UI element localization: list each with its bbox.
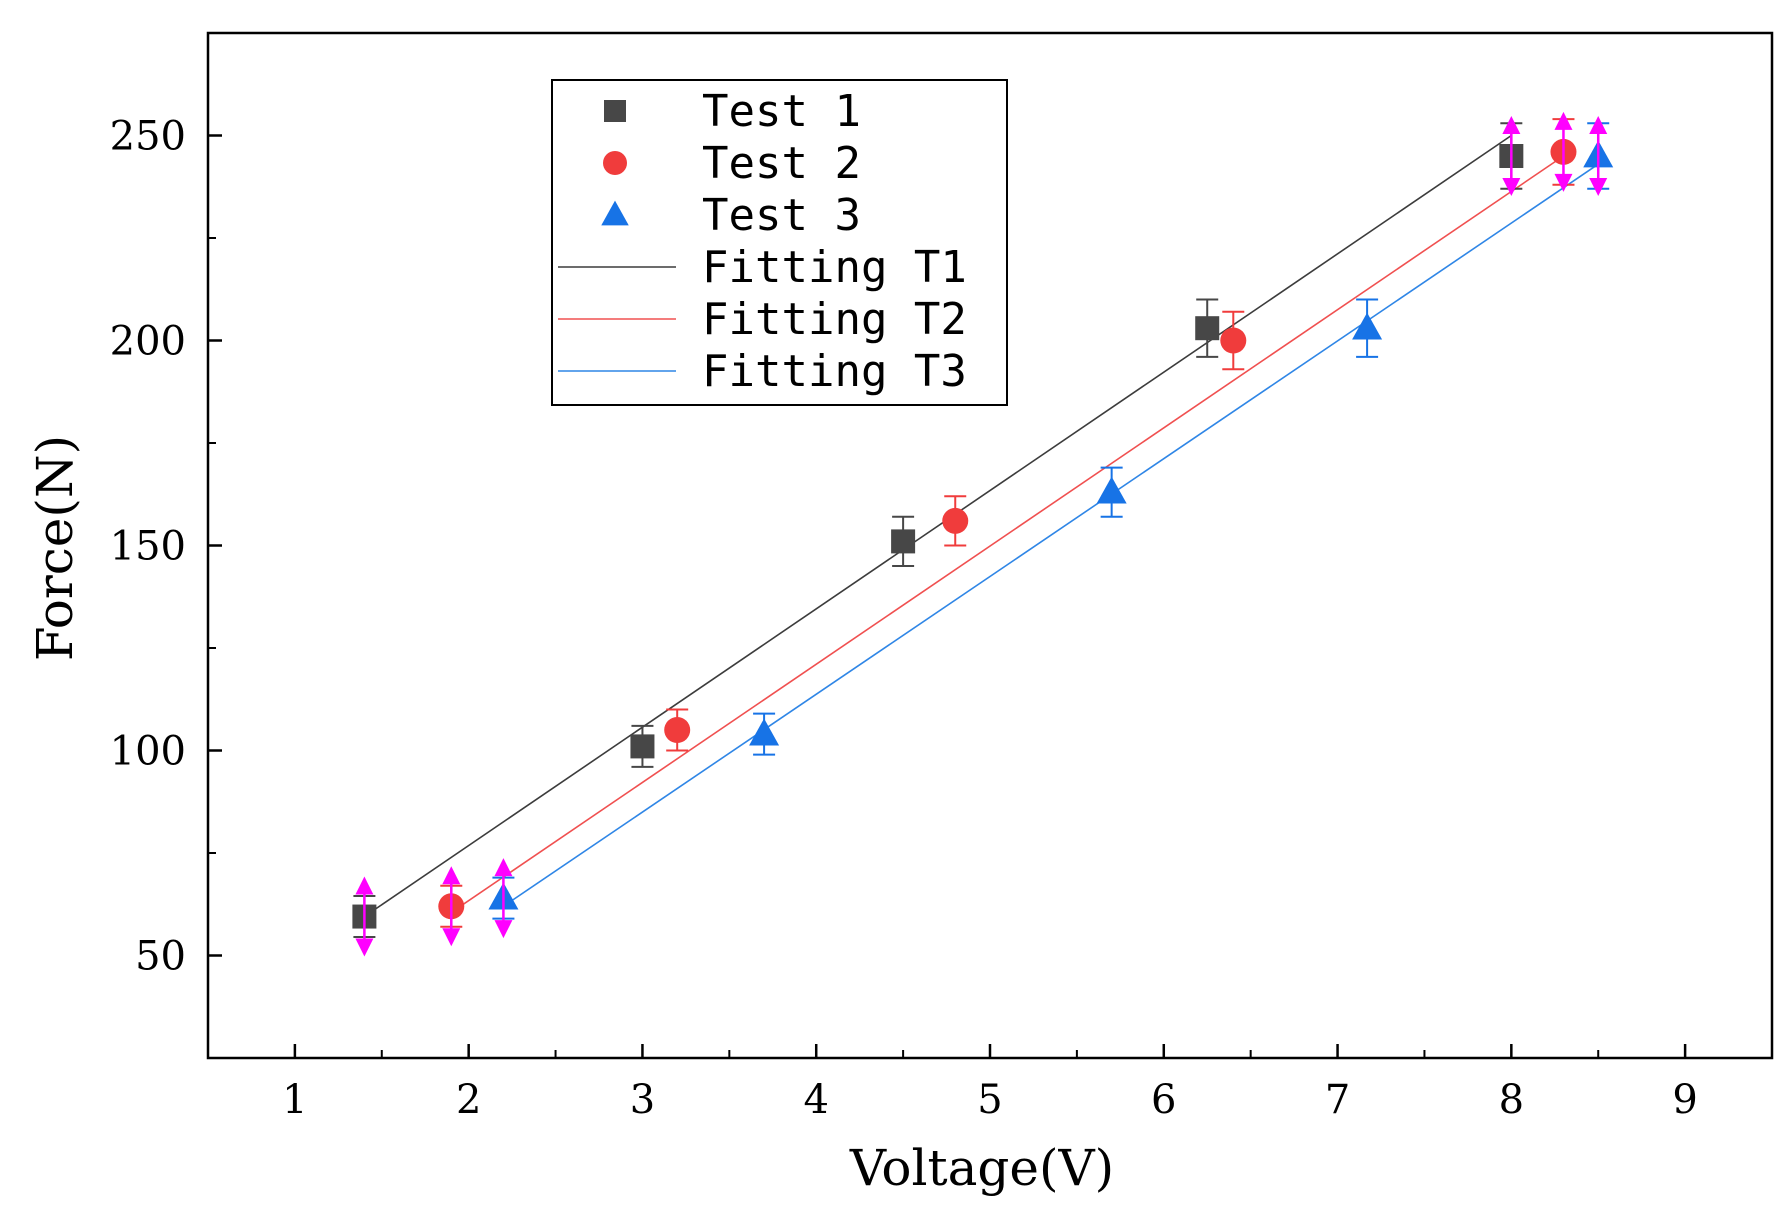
legend-label-test2: Test 2 [702, 138, 861, 189]
fit-line-t2 [450, 155, 1564, 914]
arrow-marker [1554, 111, 1573, 192]
arrow-marker [1589, 116, 1608, 196]
arrow-head-down [1502, 178, 1521, 196]
legend-symbol-test3 [601, 200, 629, 226]
x-tick-label: 2 [456, 1077, 481, 1123]
point-test3-2 [1096, 476, 1127, 504]
legend-label-test1: Test 1 [702, 86, 861, 137]
legend-label-fit-t2: Fitting T2 [702, 294, 967, 345]
point-test1-1 [630, 734, 655, 759]
y-tick-label: 50 [135, 934, 186, 980]
legend-box [551, 79, 1008, 406]
arrow-head-down [442, 928, 461, 947]
legend-label-fit-t1: Fitting T1 [702, 242, 967, 293]
arrow-head-up [1502, 116, 1521, 134]
x-tick-label: 4 [803, 1077, 828, 1123]
y-tick-label: 250 [110, 114, 186, 160]
x-tick-label: 9 [1672, 1077, 1697, 1123]
fit-line-t3 [502, 163, 1599, 907]
arrow-marker [442, 866, 461, 947]
arrow-head-up [442, 866, 461, 885]
legend-label-fit-t3: Fitting T3 [702, 346, 967, 397]
x-tick-label: 6 [1151, 1077, 1176, 1123]
x-tick-label: 1 [282, 1077, 307, 1123]
legend-symbol-test2 [603, 151, 627, 175]
fit-lines [363, 134, 1599, 918]
arrow-head-up [1589, 116, 1608, 134]
point-test3-1 [749, 718, 780, 746]
arrow-markers [355, 111, 1608, 957]
axes: 1 2 3 4 5 6 7 8 9 50 100 150 200 250 [110, 32, 1698, 1123]
x-tick-label: 3 [630, 1077, 655, 1123]
x-tick-label: 8 [1499, 1077, 1524, 1123]
arrow-marker [1502, 116, 1521, 196]
y-tick-label: 100 [110, 729, 186, 775]
arrow-marker [355, 876, 374, 957]
x-tick-label: 5 [977, 1077, 1002, 1123]
x-tick-label: 7 [1325, 1077, 1350, 1123]
point-test2-1 [664, 717, 691, 743]
arrow-head-up [1554, 111, 1573, 130]
arrow-head-up [494, 858, 513, 877]
arrow-head-down [494, 920, 513, 939]
point-test1-3 [1195, 316, 1220, 341]
point-test2-3 [1220, 327, 1247, 354]
y-tick-label: 200 [110, 319, 186, 365]
fit-line-t1 [363, 134, 1512, 918]
point-test3-3 [1352, 312, 1383, 340]
x-axis-label: Voltage(V) [849, 1139, 1114, 1197]
point-test1-2 [891, 529, 916, 554]
legend-label-test3: Test 3 [702, 190, 861, 241]
arrow-marker [494, 858, 513, 939]
point-test2-2 [942, 507, 969, 534]
y-tick-label: 150 [110, 524, 186, 570]
arrow-head-down [1589, 178, 1608, 196]
legend-symbol-test1 [604, 100, 626, 122]
y-axis-label: Force(N) [26, 435, 84, 661]
arrow-head-down [355, 938, 374, 957]
arrow-head-up [355, 876, 374, 895]
arrow-head-down [1554, 173, 1573, 192]
